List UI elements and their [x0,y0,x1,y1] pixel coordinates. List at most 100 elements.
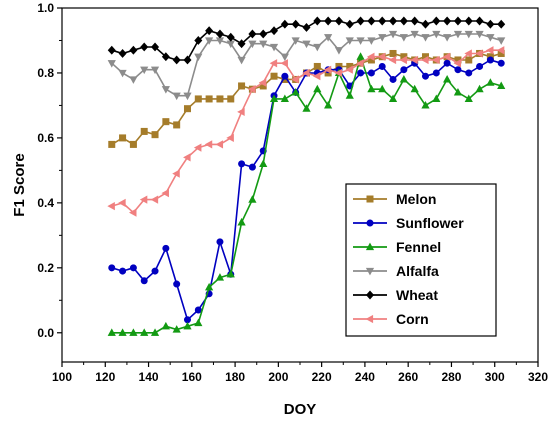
data-point-wheat [497,19,506,29]
data-point-fennel [421,101,430,109]
x-tick-label: 260 [398,370,418,384]
data-point-melon [129,140,137,148]
data-point-corn [172,169,180,178]
data-point-sunflower [162,244,170,252]
data-point-alfalfa [259,40,268,49]
data-point-melon [173,121,181,129]
legend-item-fennel: Fennel [353,239,441,255]
data-point-wheat [215,29,224,39]
data-point-sunflower [151,267,159,275]
data-point-sunflower [476,62,484,70]
data-point-melon [162,118,170,126]
data-point-corn [312,72,321,81]
data-point-corn [366,52,375,61]
data-point-fennel [388,94,398,103]
data-point-fennel [410,84,419,93]
data-point-fennel [183,321,192,330]
data-point-corn [269,59,278,68]
data-point-wheat [302,23,311,32]
data-point-corn [334,68,343,78]
data-point-wheat [486,19,495,29]
data-point-wheat [194,36,203,45]
data-point-alfalfa [183,92,192,101]
data-point-alfalfa [367,37,376,45]
data-point-fennel [129,328,138,336]
data-point-alfalfa [399,34,408,42]
legend-item-alfalfa: Alfalfa [353,263,439,279]
data-point-wheat [334,16,343,26]
data-point-fennel [215,273,225,281]
legend-marker-alfalfa [365,267,375,276]
series-wheat [107,16,506,65]
data-point-sunflower [248,163,256,171]
data-point-corn [139,195,148,204]
data-point-wheat [237,39,246,49]
data-point-melon [270,72,278,80]
data-point-fennel [248,195,257,203]
data-point-corn [258,78,267,87]
legend: Melon Sunflower Fennel Alfalfa Wheat Corn [345,183,497,337]
data-point-wheat [129,45,138,55]
data-point-fennel [486,78,495,86]
data-point-melon [216,95,224,103]
data-point-melon [227,95,235,103]
y-tick-label: 0.6 [37,131,54,145]
data-point-wheat [118,49,127,58]
data-point-alfalfa [118,69,127,78]
data-point-sunflower [173,280,181,288]
data-point-fennel [313,84,322,93]
legend-marker-corn [365,314,374,324]
data-point-fennel [118,328,127,336]
data-point-sunflower [216,238,224,246]
data-point-sunflower [281,72,289,80]
x-tick-label: 240 [355,370,375,384]
data-point-fennel [161,321,170,330]
data-point-sunflower [497,59,505,67]
data-point-corn [161,189,169,198]
data-point-melon [313,62,321,70]
data-point-corn [150,195,159,204]
data-point-melon [238,82,246,90]
data-point-wheat [161,52,170,62]
data-point-fennel [324,101,333,109]
data-point-fennel [345,91,354,99]
data-point-wheat [313,16,322,26]
y-axis: 0.0 0.2 0.4 0.6 0.8 1.0 [37,1,62,340]
data-point-corn [302,68,310,78]
data-point-alfalfa [291,37,300,45]
data-point-alfalfa [269,43,279,52]
data-point-corn [388,55,397,65]
legend-marker-wheat [365,290,375,300]
data-point-sunflower [465,69,473,77]
data-point-wheat [367,16,376,26]
x-tick-label: 300 [485,370,505,384]
x-tick-label: 160 [182,370,202,384]
data-point-fennel [226,269,235,278]
data-point-wheat [356,16,365,26]
data-point-corn [204,140,213,149]
data-point-melon [140,127,148,135]
data-point-wheat [259,29,268,39]
data-point-alfalfa [378,34,387,42]
data-point-fennel [432,94,441,103]
data-point-alfalfa [237,56,246,65]
data-point-fennel [172,325,181,333]
data-point-corn [464,49,472,58]
data-point-fennel [140,328,149,336]
data-point-alfalfa [280,53,289,62]
y-tick-label: 0.8 [37,66,54,80]
data-point-corn [485,46,494,55]
data-point-fennel [259,159,268,167]
data-point-alfalfa [324,34,333,42]
data-point-wheat [421,19,430,29]
data-point-corn [215,140,224,149]
x-tick-label: 280 [441,370,461,384]
data-point-wheat [291,19,300,29]
data-point-alfalfa [129,76,138,84]
data-point-alfalfa [421,34,430,42]
data-point-wheat [389,16,398,26]
data-point-alfalfa [194,53,203,62]
data-point-sunflower [357,69,365,77]
data-point-alfalfa [345,37,354,45]
x-tick-label: 320 [528,370,548,384]
